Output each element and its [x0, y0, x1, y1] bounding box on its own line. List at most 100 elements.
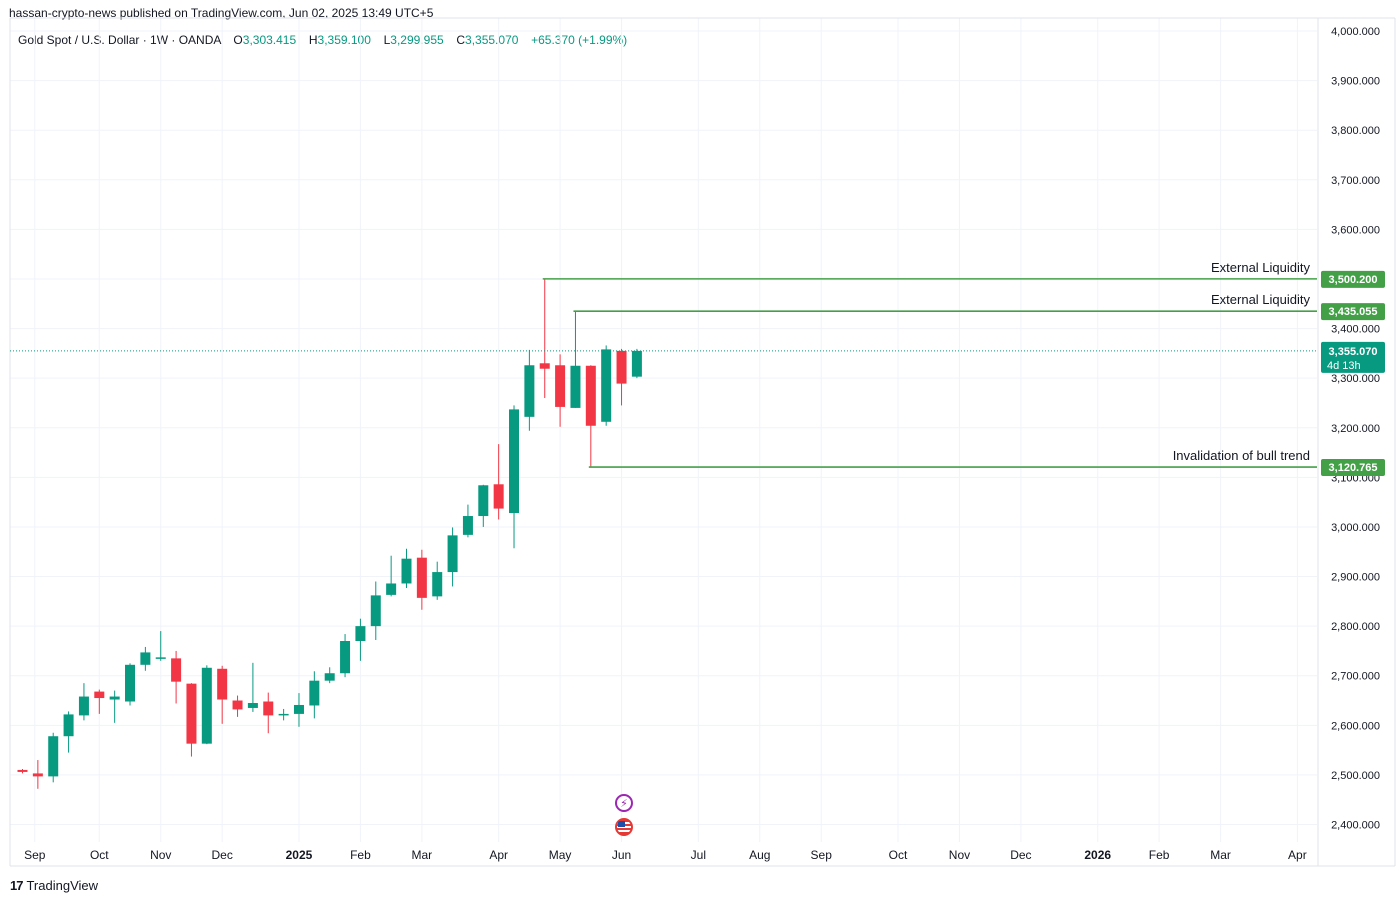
candle	[386, 555, 397, 597]
last-price-tag: 3,355.070 4d 13h	[1321, 341, 1385, 373]
price-tick-label: 3,000.000	[1331, 522, 1380, 534]
candle-body	[416, 557, 427, 598]
candle	[125, 663, 136, 706]
time-tick-label: Apr	[489, 848, 508, 862]
candle-body	[370, 595, 381, 627]
time-tick-label: Nov	[949, 848, 970, 862]
candle	[555, 354, 566, 427]
price-tick-label: 2,500.000	[1331, 770, 1380, 782]
price-tick-label: 4,000.000	[1331, 26, 1380, 38]
time-tick-label: Feb	[1149, 848, 1170, 862]
candle-body	[478, 485, 489, 517]
last-price-text: 3,355.070	[1329, 346, 1378, 358]
countdown-text: 4d 13h	[1327, 360, 1361, 372]
close-value: 3,355.070	[465, 33, 519, 47]
candle-body	[109, 696, 120, 700]
grid	[9, 17, 1396, 866]
candle-body	[509, 409, 520, 514]
tradingview-logo-icon: 17	[10, 878, 24, 893]
candle-body	[293, 704, 304, 714]
candle-body	[386, 583, 397, 595]
candle	[601, 345, 612, 426]
time-axis[interactable]: Sep Oct Nov Dec 2025 Feb Mar Apr May Jun Jul Aug Sep…	[10, 848, 1395, 867]
candle-body	[48, 736, 59, 777]
price-tick-label: 3,900.000	[1331, 76, 1380, 88]
time-tick-label: Sep	[24, 848, 46, 862]
candle	[478, 484, 489, 527]
level-line[interactable]: External Liquidity	[573, 292, 1317, 312]
candle	[293, 693, 304, 727]
candle	[140, 646, 151, 671]
candle	[524, 349, 535, 431]
candle-body	[447, 535, 458, 573]
publish-line: hassan-crypto-news published on TradingV…	[9, 6, 434, 20]
candle-body	[324, 673, 335, 681]
candle	[217, 665, 228, 724]
candle	[447, 527, 458, 587]
candle-body	[217, 668, 228, 700]
lightning-icon[interactable]: ⚡	[615, 794, 633, 812]
price-axis[interactable]: 2,400.000 2,500.000 2,600.000 2,700.000 2,80…	[1317, 18, 1380, 866]
time-tick-label: Sep	[811, 848, 833, 862]
level-line[interactable]: External Liquidity	[542, 260, 1317, 280]
candle	[401, 548, 412, 588]
candle	[631, 348, 642, 379]
candle	[416, 549, 427, 610]
candle-body	[17, 769, 28, 772]
price-tick-label: 2,700.000	[1331, 671, 1380, 683]
candle	[509, 405, 520, 549]
candle	[48, 732, 59, 783]
time-tick-label: Apr	[1288, 848, 1307, 862]
price-tick-label: 3,200.000	[1331, 423, 1380, 435]
footer-brand: TradingView	[26, 878, 99, 893]
close-label: C	[456, 33, 466, 47]
candle-body	[232, 700, 243, 710]
low-label: L	[383, 33, 391, 47]
high-label: H	[308, 33, 318, 47]
candle-body	[94, 691, 105, 699]
candle	[616, 348, 627, 406]
time-tick-label: 2026	[1084, 848, 1111, 862]
candle-body	[493, 484, 504, 509]
price-tick-label: 3,700.000	[1331, 175, 1380, 187]
candle-body	[601, 349, 612, 422]
low-value: 3,299.955	[390, 33, 444, 47]
level-line[interactable]: Invalidation of bull trend	[588, 448, 1317, 468]
symbol-name[interactable]: Gold Spot / U.S. Dollar · 1W · OANDA	[18, 33, 221, 47]
candle-body	[78, 696, 89, 716]
candle-body	[401, 558, 412, 584]
symbol-legend: Gold Spot / U.S. Dollar · 1W · OANDA O3,…	[18, 33, 627, 47]
candle-body	[462, 516, 473, 535]
time-tick-label: Mar	[1210, 848, 1231, 862]
candle	[309, 671, 320, 719]
candle-body	[32, 773, 43, 777]
us-flag-icon[interactable]	[615, 818, 633, 836]
time-tick-label: Mar	[412, 848, 433, 862]
time-tick-label: Feb	[350, 848, 371, 862]
time-tick-label: Nov	[150, 848, 171, 862]
candle-body	[570, 365, 581, 408]
candle	[355, 618, 366, 661]
candle	[186, 683, 197, 757]
candle	[570, 311, 581, 408]
time-tick-label: Oct	[90, 848, 109, 862]
candle	[109, 690, 120, 723]
candle-body	[171, 658, 182, 682]
time-tick-label: Aug	[749, 848, 770, 862]
candle-body	[186, 683, 197, 744]
candle-body	[539, 363, 550, 369]
level-price-tag: 3,435.055	[1321, 303, 1385, 321]
candle	[78, 683, 89, 721]
level-lines: External Liquidity External Liquidity Inva…	[10, 260, 1317, 468]
footer: 17 TradingView	[10, 878, 98, 893]
candle	[17, 768, 28, 774]
candle	[201, 665, 212, 745]
time-tick-label: Jul	[691, 848, 706, 862]
candle-body	[585, 365, 596, 426]
candle-body	[263, 701, 274, 716]
candle	[32, 760, 43, 789]
candle	[432, 561, 443, 600]
candle-body	[555, 365, 566, 407]
candle	[263, 692, 274, 734]
